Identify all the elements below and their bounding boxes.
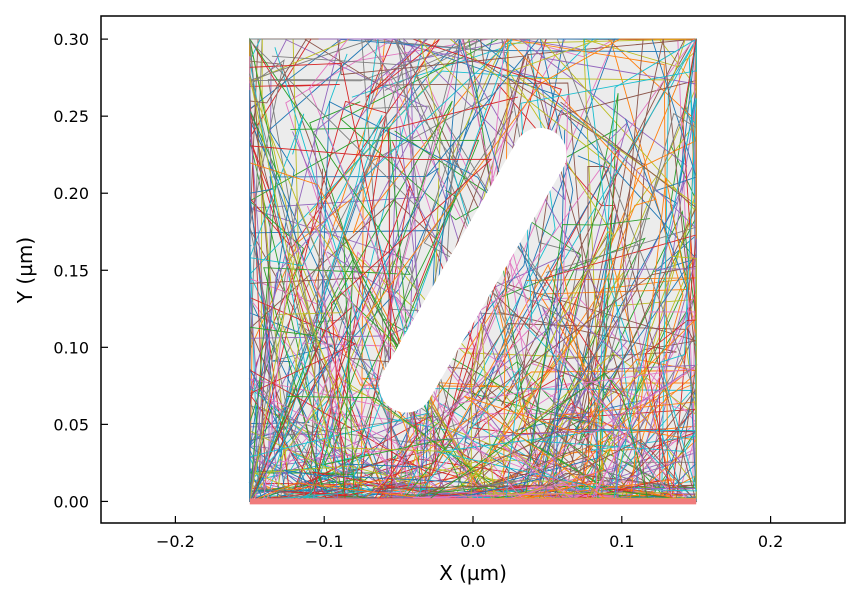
- y-tick-label: 0.05: [53, 415, 89, 434]
- x-tick-label: 0.2: [758, 532, 783, 551]
- trajectory-line: [644, 39, 697, 499]
- trajectory-line: [525, 218, 650, 493]
- trajectory-line: [412, 311, 697, 502]
- trajectory-line: [552, 238, 697, 490]
- trajectory-line: [464, 37, 657, 500]
- trajectory-line: [249, 62, 419, 500]
- y-tick-label: 0.10: [53, 338, 89, 357]
- trajectory-line: [522, 256, 697, 502]
- trajectory-line: [249, 38, 306, 497]
- x-tick-label: 0.0: [460, 532, 485, 551]
- x-axis-ticks: −0.2 −0.1 0.0 0.1 0.2: [156, 516, 783, 551]
- trajectory-line: [249, 38, 478, 499]
- trajectory-line: [313, 38, 429, 502]
- x-tick-label: −0.1: [305, 532, 344, 551]
- y-tick-label: 0.15: [53, 261, 89, 280]
- trajectory-line: [308, 38, 588, 495]
- trajectory-line: [436, 429, 697, 490]
- x-tick-label: −0.2: [156, 532, 195, 551]
- trajectory-line: [650, 98, 697, 492]
- trajectory-line: [515, 398, 649, 491]
- y-tick-label: 0.00: [53, 492, 89, 511]
- trajectory-line: [476, 165, 697, 502]
- trajectory-line: [422, 323, 697, 493]
- trajectory-line: [249, 295, 362, 503]
- y-tick-label: 0.25: [53, 107, 89, 126]
- trajectory-line: [343, 38, 688, 500]
- trajectory-line: [313, 39, 509, 488]
- trajectory-line: [249, 148, 474, 502]
- trajectory-line: [468, 416, 599, 492]
- trajectory-line: [249, 77, 501, 498]
- trajectory-line: [249, 113, 383, 493]
- trajectory-line: [249, 38, 697, 493]
- trajectory-line: [358, 38, 548, 502]
- trajectory-line: [294, 38, 556, 489]
- trajectory-line: [421, 156, 693, 495]
- trajectory-line: [423, 110, 586, 493]
- y-axis-label: Y (µm): [13, 237, 37, 304]
- trajectory-line: [542, 121, 697, 494]
- x-axis-label: X (µm): [439, 561, 507, 585]
- y-tick-label: 0.20: [53, 184, 89, 203]
- trajectory-line: [310, 218, 495, 502]
- trajectory-line: [464, 71, 697, 501]
- trajectory-line: [519, 38, 688, 493]
- trajectory-line: [500, 237, 646, 498]
- trajectory-line: [306, 37, 566, 498]
- plot-content: [248, 37, 698, 505]
- trajectory-line: [488, 255, 697, 500]
- trajectory-line: [249, 145, 493, 501]
- slanted-obstacle: [379, 127, 567, 413]
- y-axis-ticks: 0.00 0.05 0.10 0.15 0.20 0.25 0.30: [53, 30, 108, 511]
- trajectory-line: [430, 382, 697, 488]
- trajectory-line: [347, 357, 697, 502]
- y-tick-label: 0.30: [53, 30, 89, 49]
- trajectory-line: [304, 38, 603, 495]
- x-tick-label: 0.1: [609, 532, 634, 551]
